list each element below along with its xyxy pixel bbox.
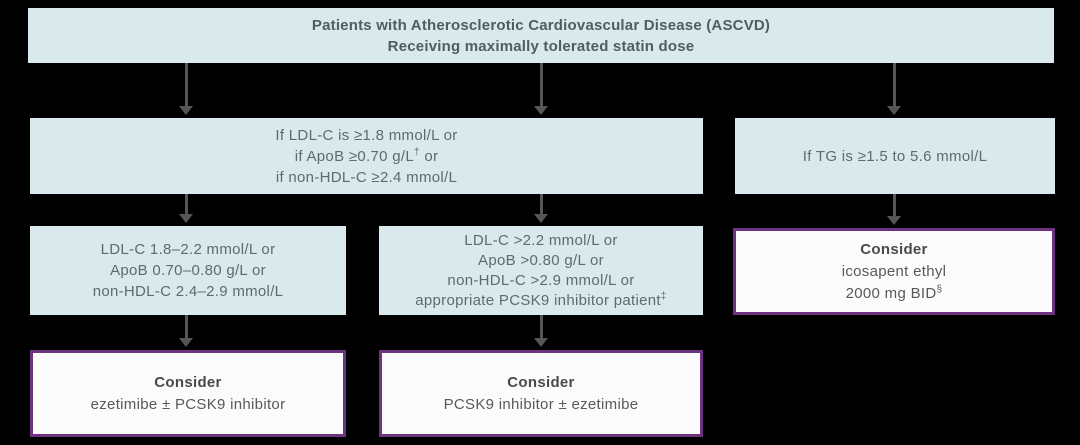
consider-heading: Consider [507,373,575,391]
moderate-ldl-line3: non-HDL-C 2.4–2.9 mmol/L [92,283,284,300]
tg-condition-box: If TG is ≥1.5 to 5.6 mmol/L [735,118,1055,194]
ldl-condition-line1: If LDL-C is ≥1.8 mmol/L or [275,126,458,144]
arrow-down-icon [179,63,193,115]
consider-ezetimibe-box: Consider ezetimibe ± PCSK9 inhibitor [30,350,346,437]
root-title-line2: Receiving maximally tolerated statin dos… [387,37,695,55]
ezetimibe-body: ezetimibe ± PCSK9 inhibitor [90,395,286,413]
moderate-ldl-box: LDL-C 1.8–2.2 mmol/L or ApoB 0.70–0.80 g… [30,226,346,315]
consider-pcsk9-box: Consider PCSK9 inhibitor ± ezetimibe [379,350,703,437]
consider-icosapent-box: Consider icosapent ethyl 2000 mg BID§ [733,228,1055,315]
moderate-ldl-line1: LDL-C 1.8–2.2 mmol/L or [100,241,276,258]
arrow-down-icon [887,63,901,115]
high-ldl-line3: non-HDL-C >2.9 mmol/L or [447,271,635,289]
tg-condition-line1: If TG is ≥1.5 to 5.6 mmol/L [802,147,988,165]
ldl-condition-line2: if ApoB ≥0.70 g/L† or [294,146,439,165]
arrow-down-icon [534,315,548,347]
high-ldl-line1: LDL-C >2.2 mmol/L or [464,231,618,249]
moderate-ldl-line2: ApoB 0.70–0.80 g/L or [110,262,266,279]
arrow-down-icon [534,63,548,115]
ldl-condition-line3: if non-HDL-C ≥2.4 mmol/L [275,168,458,186]
ldl-condition-box: If LDL-C is ≥1.8 mmol/L or if ApoB ≥0.70… [30,118,703,194]
section-symbol: § [936,283,943,295]
arrow-down-icon [179,315,193,347]
high-ldl-line4: appropriate PCSK9 inhibitor patient‡ [415,290,667,309]
ascvd-root-box: Patients with Atherosclerotic Cardiovasc… [28,8,1054,63]
double-dagger-symbol: ‡ [660,290,667,302]
root-title-line1: Patients with Atherosclerotic Cardiovasc… [311,16,771,34]
icosapent-line1: icosapent ethyl [841,262,947,280]
pcsk9-body: PCSK9 inhibitor ± ezetimibe [443,395,639,413]
high-ldl-line2: ApoB >0.80 g/L or [478,251,604,269]
arrow-down-icon [887,194,901,225]
high-ldl-box: LDL-C >2.2 mmol/L or ApoB >0.80 g/L or n… [379,226,703,315]
arrow-down-icon [179,194,193,223]
consider-heading: Consider [860,240,928,258]
consider-heading: Consider [154,373,222,391]
icosapent-line2: 2000 mg BID§ [845,283,943,302]
dagger-symbol: † [413,146,420,158]
arrow-down-icon [534,194,548,223]
